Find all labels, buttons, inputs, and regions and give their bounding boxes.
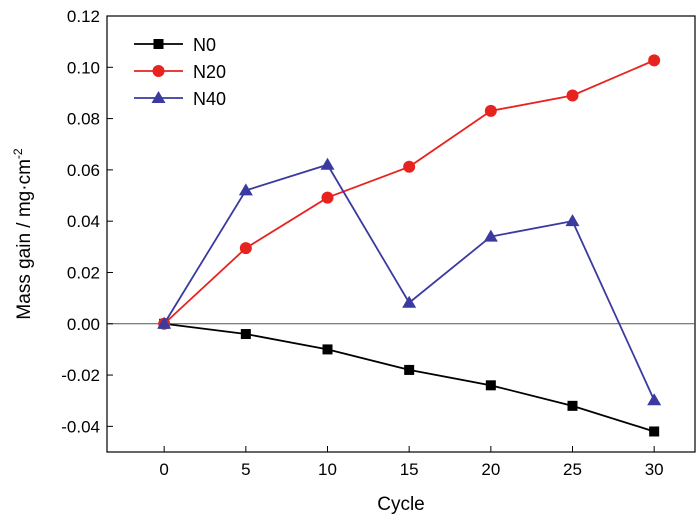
data-point-square	[485, 380, 496, 391]
data-point-circle	[152, 65, 165, 77]
y-tick-label: 0.02	[67, 263, 100, 282]
y-tick-label: -0.04	[61, 417, 100, 436]
x-axis-title: Cycle	[377, 494, 425, 515]
series-line	[163, 163, 655, 401]
data-point-circle	[484, 104, 497, 117]
y-tick-label: 0.12	[67, 7, 100, 26]
legend-item-n0: N0	[134, 35, 216, 55]
y-axis-title-main: Mass gain / mg·cm	[14, 159, 35, 319]
x-tick-label: 0	[159, 460, 168, 479]
data-point-triangle	[565, 214, 580, 227]
data-point-circle	[321, 191, 334, 204]
y-tick-label: 0.04	[67, 212, 100, 231]
x-tick-label: 5	[241, 460, 250, 479]
x-tick-label: 10	[318, 460, 337, 479]
plot-frame	[106, 15, 696, 453]
data-point-square	[322, 344, 333, 355]
data-point-square	[649, 426, 660, 437]
data-point-triangle	[647, 393, 662, 406]
y-tick-label: 0.06	[67, 161, 100, 180]
legend-item-n40: N40	[134, 89, 226, 109]
data-point-triangle	[483, 229, 498, 242]
data-point-circle	[239, 242, 252, 255]
y-tick-label: -0.02	[61, 366, 100, 385]
data-point-triangle	[402, 295, 417, 308]
x-tick-label: 30	[645, 460, 664, 479]
data-point-triangle	[151, 91, 166, 103]
legend-label: N20	[193, 62, 226, 82]
data-point-square	[404, 364, 415, 375]
y-tick-label: 0.08	[67, 110, 100, 129]
y-tick-label: 0.00	[67, 315, 100, 334]
data-point-square	[153, 39, 164, 49]
data-point-circle	[566, 89, 579, 102]
x-tick-label: 20	[481, 460, 500, 479]
data-point-triangle	[320, 157, 335, 170]
x-tick-label: 15	[400, 460, 419, 479]
series-line	[163, 59, 655, 325]
data-point-circle	[403, 160, 416, 173]
series-line	[164, 322, 655, 433]
series-n0	[159, 318, 660, 437]
legend-label: N40	[193, 89, 226, 109]
data-point-square	[240, 329, 251, 340]
data-point-triangle	[157, 316, 172, 329]
y-tick-label: 0.10	[67, 58, 100, 77]
data-point-triangle	[238, 183, 253, 196]
legend-label: N0	[193, 35, 216, 55]
series-n20	[158, 54, 661, 330]
y-axis-title: Mass gain / mg·cm-2	[11, 148, 35, 319]
y-axis-title-superscript: -2	[11, 148, 25, 159]
data-point-circle	[648, 54, 661, 67]
x-tick-label: 25	[563, 460, 582, 479]
series-n40	[157, 157, 662, 406]
data-point-square	[567, 400, 578, 411]
legend-item-n20: N20	[134, 62, 226, 82]
